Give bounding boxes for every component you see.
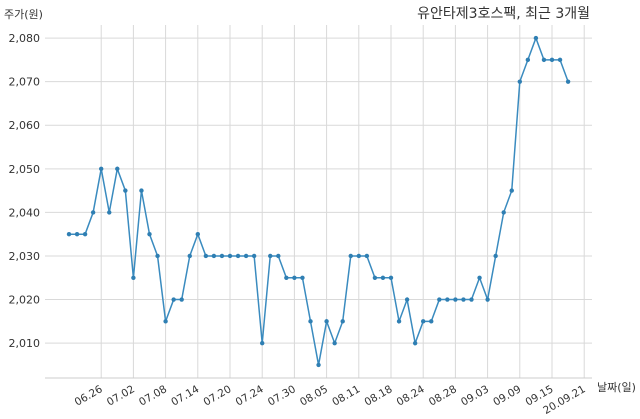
y-tick-label: 2,020 (9, 294, 41, 307)
data-point (316, 362, 321, 368)
x-tick-labels: 06.26 07.02 07.08 07.14 07.20 07.24 07.30 08.05… (73, 383, 588, 417)
data-point (565, 79, 571, 84)
data-point (155, 253, 160, 259)
y-tick-label: 2,030 (9, 250, 41, 263)
y-tick-label: 2,050 (9, 163, 41, 176)
data-point (541, 57, 547, 63)
x-tick-label: 09.09 (491, 383, 523, 408)
x-tick-label: 07.30 (266, 383, 298, 408)
data-point (179, 297, 184, 302)
data-point (404, 297, 410, 302)
x-tick-label: 07.02 (105, 383, 137, 408)
data-point (396, 319, 402, 324)
y-tick-label: 2,040 (9, 206, 41, 219)
y-tick-label: 2,070 (9, 76, 41, 89)
data-point (364, 253, 370, 259)
data-point (147, 231, 152, 237)
data-point (461, 297, 466, 302)
data-point (195, 231, 200, 237)
data-point (453, 297, 458, 302)
data-point (308, 319, 313, 324)
x-tick-label: 06.26 (73, 383, 105, 409)
data-point (107, 210, 112, 215)
y-tick-label: 2,060 (9, 119, 41, 132)
data-point (268, 253, 273, 259)
y-axis-label: 주가(원) (4, 8, 43, 21)
data-point (549, 57, 555, 63)
data-point (324, 319, 329, 324)
data-point (90, 210, 96, 215)
data-point (421, 319, 426, 324)
data-point (82, 231, 88, 237)
data-point (485, 297, 490, 302)
data-point (340, 319, 345, 324)
data-point (187, 253, 192, 259)
data-point (171, 297, 176, 302)
data-point (356, 253, 361, 259)
data-point (445, 297, 450, 302)
y-tick-label: 2,080 (9, 32, 41, 45)
data-point (99, 166, 104, 172)
data-point (469, 297, 474, 302)
y-tick-labels: 2,010 2,020 2,030 2,040 2,050 2,060 2,070 2,080 (9, 32, 41, 350)
data-point (525, 57, 531, 63)
data-point (115, 166, 120, 172)
data-point (292, 275, 297, 280)
data-point (227, 253, 233, 259)
data-point (380, 275, 386, 280)
data-point (211, 253, 217, 259)
data-point (437, 297, 442, 302)
chart-title: 유안타제3호스팩, 최근 3개월 (417, 6, 590, 22)
data-point (260, 340, 265, 346)
data-point (123, 188, 128, 193)
series-line (69, 35, 569, 366)
x-tick-label: 08.11 (330, 383, 362, 408)
data-point (533, 35, 539, 41)
data-point (372, 275, 378, 280)
x-tick-label: 07.08 (137, 383, 169, 408)
data-point (348, 253, 353, 259)
data-point (131, 275, 136, 280)
data-point (493, 253, 498, 259)
series-price (66, 35, 571, 368)
data-point (388, 275, 394, 280)
data-point (139, 188, 144, 193)
data-point (332, 340, 337, 346)
data-point (163, 319, 168, 324)
data-point (501, 210, 506, 215)
x-tick-label: 07.20 (201, 383, 233, 408)
data-point (284, 275, 289, 280)
data-point (66, 231, 72, 237)
x-tick-label: 08.05 (298, 383, 330, 408)
data-point (203, 253, 209, 259)
x-tick-label: 08.24 (395, 383, 427, 409)
data-point (251, 253, 257, 259)
x-tick-label: 08.18 (362, 383, 394, 408)
data-point (235, 253, 241, 259)
data-point (74, 231, 80, 237)
data-point (557, 57, 563, 63)
data-point (429, 319, 434, 324)
x-tick-label: 08.28 (427, 383, 459, 408)
data-point (300, 275, 305, 280)
data-point (509, 188, 514, 193)
data-point (517, 79, 522, 84)
data-point (412, 340, 418, 346)
data-point (477, 275, 482, 280)
x-tick-label: 07.14 (169, 383, 201, 409)
x-axis-label: 날짜(일) (597, 380, 636, 394)
x-tick-label: 09.03 (459, 383, 491, 408)
grid-layer (45, 25, 592, 379)
data-point (276, 253, 281, 259)
x-tick-label: 07.24 (234, 383, 266, 409)
data-point (219, 253, 225, 259)
y-tick-label: 2,010 (9, 337, 41, 350)
data-point (243, 253, 249, 259)
